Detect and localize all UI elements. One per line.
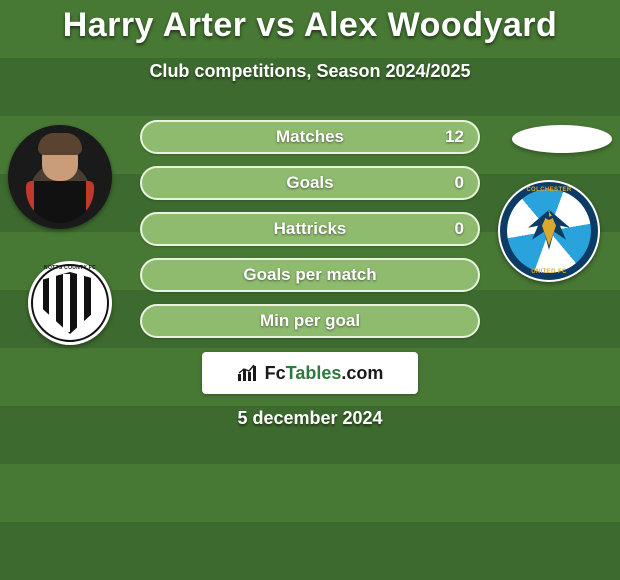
player1-avatar — [8, 125, 112, 229]
stat-right-value: 0 — [455, 168, 464, 198]
stat-label: Goals per match — [142, 260, 478, 290]
stat-row-hattricks: Hattricks 0 — [140, 212, 480, 246]
stat-label: Min per goal — [142, 306, 478, 336]
club1-ring-text: NOTTS COUNTY FC — [28, 265, 112, 271]
brand-box: FcTables.com — [202, 352, 418, 394]
player2-avatar-placeholder — [512, 125, 612, 153]
stat-row-goals: Goals 0 — [140, 166, 480, 200]
club1-shield-icon — [40, 272, 100, 334]
bar-chart-icon — [237, 364, 259, 382]
stats-container: Matches 12 Goals 0 Hattricks 0 Goals per… — [140, 120, 480, 350]
stat-right-value: 0 — [455, 214, 464, 244]
club1-crest: NOTTS COUNTY FC — [28, 261, 112, 345]
stat-right-value: 12 — [445, 122, 464, 152]
club2-ring-text-bottom: UNITED FC — [507, 269, 591, 275]
brand-tables: Tables — [286, 363, 342, 383]
brand-fc: Fc — [265, 363, 286, 383]
subtitle: Club competitions, Season 2024/2025 — [0, 61, 620, 82]
stat-row-matches: Matches 12 — [140, 120, 480, 154]
brand-text: FcTables.com — [265, 363, 384, 384]
club2-pinwheel-icon: COLCHESTER UNITED FC — [505, 187, 593, 275]
page-title: Harry Arter vs Alex Woodyard — [0, 0, 620, 45]
eagle-icon — [522, 206, 576, 252]
stat-row-goals-per-match: Goals per match — [140, 258, 480, 292]
stat-label: Hattricks — [142, 214, 478, 244]
stat-label: Goals — [142, 168, 478, 198]
club2-crest: COLCHESTER UNITED FC — [498, 180, 600, 282]
brand-suffix: .com — [341, 363, 383, 383]
date-text: 5 december 2024 — [0, 408, 620, 429]
infographic-content: Harry Arter vs Alex Woodyard Club compet… — [0, 0, 620, 580]
club2-ring-text-top: COLCHESTER — [507, 187, 591, 193]
stat-row-min-per-goal: Min per goal — [140, 304, 480, 338]
player1-hair — [38, 133, 82, 155]
stat-label: Matches — [142, 122, 478, 152]
